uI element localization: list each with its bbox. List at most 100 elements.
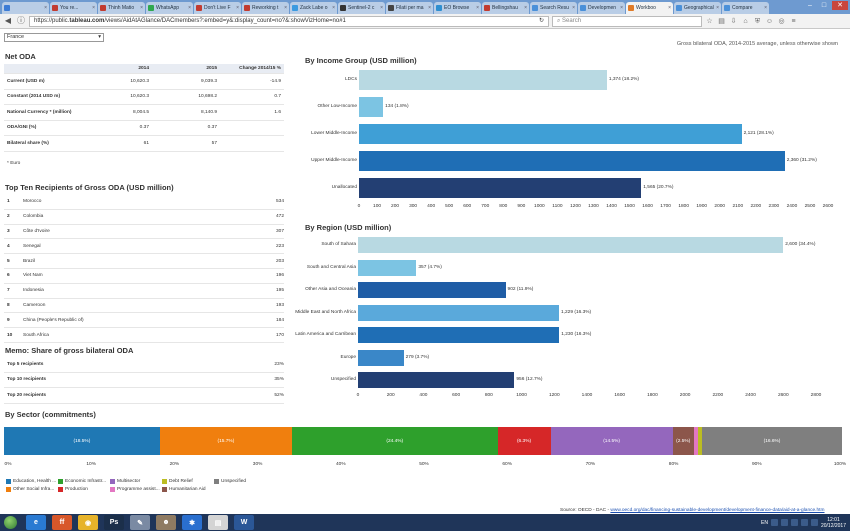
start-button[interactable] bbox=[0, 514, 20, 531]
tray-app-icon[interactable] bbox=[790, 519, 798, 526]
region-chart-title: By Region (USD million) bbox=[305, 223, 392, 232]
tab-close-icon[interactable]: × bbox=[620, 5, 623, 11]
browser-tab[interactable]: WhatsApp × bbox=[146, 2, 193, 14]
notes-icon[interactable]: ▤ bbox=[208, 515, 228, 530]
tab-close-icon[interactable]: × bbox=[188, 5, 191, 11]
minimize-button[interactable]: – bbox=[808, 2, 812, 9]
menu-icon[interactable]: ≡ bbox=[791, 17, 796, 25]
sector-segment: (16.6%) bbox=[702, 427, 842, 455]
tab-close-icon[interactable]: × bbox=[668, 5, 671, 11]
tab-close-icon[interactable]: × bbox=[524, 5, 527, 11]
legend-swatch bbox=[110, 487, 115, 492]
tab-close-icon[interactable]: × bbox=[44, 5, 47, 11]
browser-tab[interactable]: Filati per ma × bbox=[386, 2, 433, 14]
tab-close-icon[interactable]: × bbox=[284, 5, 287, 11]
maximize-button[interactable]: □ bbox=[821, 2, 827, 9]
source-note: Source: OECD - DAC - www.oecd.org/dac/fi… bbox=[560, 508, 825, 513]
volume-icon[interactable] bbox=[810, 519, 818, 526]
network-icon[interactable] bbox=[800, 519, 808, 526]
axis-tick-label: 600 bbox=[452, 393, 461, 398]
tray-app-icon[interactable] bbox=[780, 519, 788, 526]
gimp-icon[interactable]: ☻ bbox=[156, 515, 176, 530]
browser-tab[interactable]: Geographical × bbox=[674, 2, 721, 14]
axis-tick-label: 1400 bbox=[581, 393, 593, 398]
legend-label: Unspecified bbox=[221, 479, 247, 484]
top-recipients-title: Top Ten Recipients of Gross ODA (USD mil… bbox=[5, 183, 174, 192]
clock[interactable]: 12:01 20/12/2017 bbox=[821, 517, 846, 529]
reload-icon[interactable]: ↻ bbox=[538, 17, 544, 24]
browser-tab[interactable]: Developmen × bbox=[578, 2, 625, 14]
axis-tick-label: 1200 bbox=[548, 393, 560, 398]
tab-title: Geographical bbox=[684, 5, 714, 11]
axis-tick-label: 1100 bbox=[552, 204, 563, 209]
bar-value-label: 956 (12.7%) bbox=[516, 377, 543, 382]
ie-icon[interactable]: e bbox=[26, 515, 46, 530]
browser-tab[interactable]: × bbox=[2, 2, 49, 14]
recipient-name: Brazil bbox=[23, 258, 35, 264]
tab-favicon-icon bbox=[100, 5, 106, 11]
tab-close-icon[interactable]: × bbox=[476, 5, 479, 11]
axis-tick-label: 200 bbox=[391, 204, 400, 209]
browser-tab[interactable]: You re... × bbox=[50, 2, 97, 14]
bluetooth-icon[interactable]: ✱ bbox=[182, 515, 202, 530]
tab-close-icon[interactable]: × bbox=[764, 5, 767, 11]
tab-favicon-icon bbox=[532, 5, 538, 11]
tool-icon[interactable]: ✎ bbox=[130, 515, 150, 530]
tray-app-icon[interactable] bbox=[770, 519, 778, 526]
tab-close-icon[interactable]: × bbox=[92, 5, 95, 11]
column-header: 2014 bbox=[138, 66, 149, 71]
browser-tab[interactable]: Workboo × bbox=[626, 2, 673, 14]
extension-icon[interactable]: ◎ bbox=[778, 17, 785, 25]
tab-favicon-icon bbox=[724, 5, 730, 11]
browser-tab[interactable]: Thinh Matio × bbox=[98, 2, 145, 14]
sector-segment bbox=[697, 427, 703, 455]
search-field[interactable]: ⌕ Search bbox=[552, 15, 702, 27]
tab-close-icon[interactable]: × bbox=[140, 5, 143, 11]
reading-list-icon[interactable]: ▤ bbox=[718, 17, 725, 25]
shield-icon[interactable]: ⛨ bbox=[754, 17, 761, 25]
table-row: Bilateral share (%) 61 57 bbox=[4, 136, 284, 152]
download-icon[interactable]: ⇩ bbox=[730, 17, 737, 25]
recipient-name: Cameroon bbox=[23, 302, 46, 308]
tab-close-icon[interactable]: × bbox=[332, 5, 335, 11]
firefox-icon[interactable]: ff bbox=[52, 515, 72, 530]
income-chart-title: By Income Group (USD million) bbox=[305, 56, 417, 65]
browser-tab[interactable]: Bellingshau × bbox=[482, 2, 529, 14]
back-icon[interactable]: ◀ bbox=[4, 16, 12, 25]
browser-tab[interactable]: EO Browse × bbox=[434, 2, 481, 14]
tab-favicon-icon bbox=[436, 5, 442, 11]
recipient-rank: 6 bbox=[7, 273, 10, 279]
window-controls: – □ ✕ bbox=[804, 1, 848, 10]
axis-tick-label: 2800 bbox=[810, 393, 822, 398]
chrome-icon[interactable]: ◉ bbox=[78, 515, 98, 530]
tab-close-icon[interactable]: × bbox=[428, 5, 431, 11]
browser-tab[interactable]: Sentinel-2 c × bbox=[338, 2, 385, 14]
browser-tab[interactable]: Zack Labe o × bbox=[290, 2, 337, 14]
browser-tab[interactable]: Search Resu × bbox=[530, 2, 577, 14]
tab-favicon-icon bbox=[196, 5, 202, 11]
info-icon[interactable]: ⓘ bbox=[17, 16, 25, 25]
home-icon[interactable]: ⌂ bbox=[743, 17, 748, 25]
tab-close-icon[interactable]: × bbox=[236, 5, 239, 11]
url-field[interactable]: https://public.tableau.com/views/AidAtAG… bbox=[29, 15, 549, 27]
country-dropdown[interactable]: France ▾ bbox=[4, 33, 104, 42]
bar-value-label: 1,229 (16.3%) bbox=[561, 309, 592, 315]
browser-tab[interactable]: Compare × bbox=[722, 2, 769, 14]
source-link[interactable]: www.oecd.org/dac/financing-sustainable-d… bbox=[610, 508, 825, 513]
browser-tab[interactable]: Don't Live F × bbox=[194, 2, 241, 14]
recipient-name: Morocco bbox=[23, 199, 42, 205]
recipient-rank: 3 bbox=[7, 228, 10, 234]
photoshop-icon[interactable]: Ps bbox=[104, 515, 124, 530]
language-indicator[interactable]: EN bbox=[761, 519, 768, 526]
tab-close-icon[interactable]: × bbox=[572, 5, 575, 11]
tab-close-icon[interactable]: × bbox=[380, 5, 383, 11]
search-placeholder: Search bbox=[562, 17, 582, 24]
tab-close-icon[interactable]: × bbox=[716, 5, 719, 11]
star-icon[interactable]: ☆ bbox=[706, 17, 713, 25]
close-window-button[interactable]: ✕ bbox=[832, 1, 848, 10]
legend-item: Economic Infrastr... bbox=[58, 479, 106, 484]
word-icon[interactable]: W bbox=[234, 515, 254, 530]
smile-icon[interactable]: ☺ bbox=[765, 17, 774, 25]
recipient-row: 8 Cameroon 193 bbox=[4, 299, 284, 314]
browser-tab[interactable]: Reworking t × bbox=[242, 2, 289, 14]
